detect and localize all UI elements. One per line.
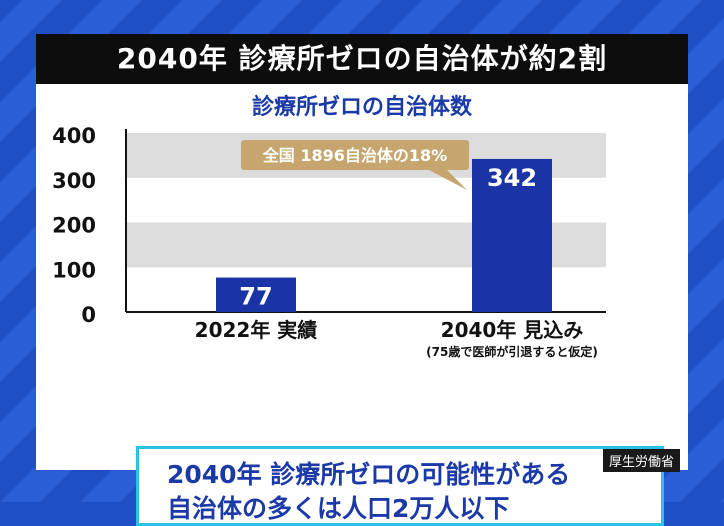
- info-box: 2040年 診療所ゼロの可能性がある 自治体の多くは人口2万人以下: [136, 446, 664, 526]
- info-line-2: 自治体の多くは人口2万人以下: [167, 494, 510, 523]
- callout-pointer: [429, 170, 467, 190]
- bar: [216, 277, 296, 312]
- y-tick-label: 100: [52, 258, 96, 282]
- x-category-label: 2022年 実績: [195, 318, 318, 342]
- y-tick-label: 400: [52, 124, 96, 148]
- bar-value-label: 342: [487, 164, 537, 192]
- bar: [472, 158, 552, 312]
- bar-value-label: 77: [239, 283, 272, 311]
- y-tick-label: 300: [52, 169, 96, 193]
- callout-box: [241, 140, 469, 170]
- chart-title: 診療所ゼロの自治体数: [252, 94, 473, 120]
- headline-title: 2040年 診療所ゼロの自治体が約2割: [36, 34, 688, 84]
- bg-stripe: [720, 498, 724, 502]
- y-tick-label: 0: [81, 303, 96, 327]
- y-tick-label: 200: [52, 214, 96, 238]
- x-category-note: (75歳で医師が引退すると仮定): [426, 344, 598, 359]
- x-category-label: 2040年 見込み: [441, 318, 584, 342]
- source-label: 厚生労働省: [602, 449, 680, 472]
- info-line-1: 2040年 診療所ゼロの可能性がある: [167, 460, 571, 489]
- bg-stripe: [0, 0, 62, 62]
- callout-text: 全国 1896自治体の18%: [262, 146, 447, 165]
- chart-panel: 診療所ゼロの自治体数 0 100 200 300 400 77 2022年 実績 342 2040…: [36, 84, 688, 526]
- bar-chart: 診療所ゼロの自治体数 0 100 200 300 400 77 2022年 実績 342 2040…: [52, 94, 606, 359]
